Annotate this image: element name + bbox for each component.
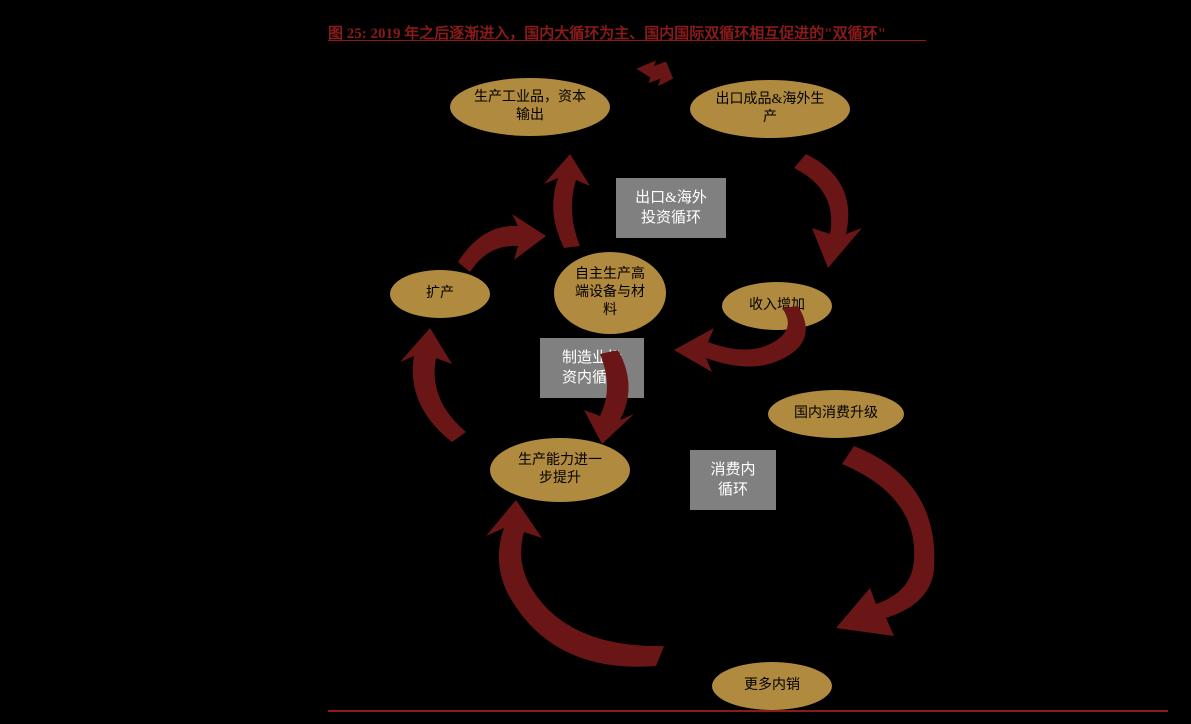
- arrow-top-chevron: [630, 49, 683, 97]
- node-production-export: 生产工业品，资本输出: [450, 78, 610, 136]
- title-underline: [328, 40, 926, 41]
- rect-consumption-inner-cycle: 消费内循环: [690, 450, 776, 510]
- node-capacity-improve: 生产能力进一步提升: [490, 438, 630, 502]
- arrow-n6-n8: [830, 440, 950, 650]
- arrow-n4-n7: [570, 346, 640, 446]
- arrow-n4-n1: [540, 152, 596, 252]
- node-more-domestic-sales: 更多内销: [712, 662, 832, 710]
- arrow-n2-n5: [788, 150, 872, 270]
- node-export-overseas: 出口成品&海外生产: [690, 80, 850, 138]
- arrow-n7-n3: [396, 326, 476, 446]
- node-self-produce-highend: 自主生产高端设备与材料: [554, 252, 666, 334]
- arrow-n3-n4: [452, 210, 548, 278]
- arrow-n5-hook: [670, 298, 820, 378]
- arrow-n8-n7: [472, 498, 672, 678]
- bottom-divider: [328, 710, 1168, 712]
- rect-export-overseas-cycle: 出口&海外投资循环: [616, 178, 726, 238]
- node-domestic-consumption-upgrade: 国内消费升级: [768, 390, 904, 438]
